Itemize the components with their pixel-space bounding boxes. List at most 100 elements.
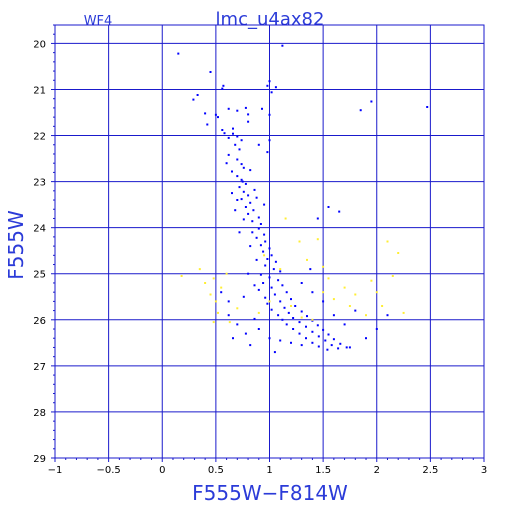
data-point (231, 170, 233, 173)
data-point (300, 316, 303, 319)
data-point (300, 310, 303, 313)
data-point (236, 307, 239, 310)
data-point (253, 317, 256, 320)
data-point (332, 338, 335, 341)
y-tick-label: 28 (33, 408, 46, 419)
data-point (332, 298, 335, 301)
data-point (247, 272, 250, 275)
data-point (268, 247, 271, 250)
data-point (279, 270, 282, 273)
data-point (264, 240, 267, 243)
data-point (279, 268, 282, 271)
data-point (222, 84, 225, 87)
data-point (209, 71, 212, 73)
data-point (244, 106, 247, 109)
data-point (305, 337, 307, 340)
data-point (270, 308, 273, 311)
data-point (236, 323, 239, 326)
y-tick-label: 22 (33, 132, 46, 143)
data-point (274, 260, 277, 263)
data-point (236, 135, 239, 138)
chart-subtitle: WF4 (84, 14, 113, 29)
y-tick-labels: 20 21 22 23 24 25 26 27 28 29 (33, 39, 46, 465)
data-point (285, 323, 288, 326)
data-point (232, 132, 234, 135)
data-point (311, 291, 314, 294)
data-point (180, 275, 183, 277)
y-tick-label: 26 (33, 316, 46, 327)
data-point (259, 223, 262, 225)
data-point (259, 244, 262, 247)
data-point (257, 328, 260, 330)
data-point (249, 201, 252, 204)
data-point (238, 231, 241, 234)
data-point (247, 212, 250, 215)
data-point (370, 100, 373, 103)
x-tick-label: 1 (266, 465, 272, 476)
data-point (249, 344, 252, 347)
y-tick-label: 23 (33, 178, 46, 189)
data-point (354, 293, 357, 296)
data-point (322, 328, 325, 331)
data-point (272, 268, 275, 271)
y-tick-label: 29 (33, 454, 46, 465)
data-point (227, 314, 230, 317)
data-point (231, 192, 233, 195)
data-point (227, 153, 230, 156)
x-axis-label: F555W−F814W (192, 481, 348, 505)
data-point (292, 328, 295, 330)
data-point (327, 277, 330, 280)
data-point (279, 339, 282, 342)
data-point (238, 148, 241, 151)
data-point (322, 291, 325, 294)
data-point (270, 286, 273, 289)
data-point (343, 286, 346, 289)
data-point (206, 123, 209, 126)
data-point (242, 166, 245, 169)
data-point (198, 268, 201, 271)
data-point (338, 210, 341, 213)
y-tick-label: 21 (33, 85, 46, 96)
data-point (266, 151, 269, 154)
data-point (273, 351, 276, 354)
data-point (290, 305, 292, 307)
data-point (257, 143, 260, 146)
data-point (359, 109, 362, 112)
x-tick-label: 2.5 (422, 465, 438, 476)
data-point (240, 178, 243, 181)
data-point (345, 346, 348, 349)
data-point (330, 344, 333, 347)
data-point (217, 311, 219, 314)
data-point (298, 321, 301, 324)
data-point (306, 258, 308, 261)
x-tick-label: 1.5 (315, 465, 331, 476)
data-point (375, 291, 378, 294)
data-point (236, 175, 239, 178)
data-point (255, 196, 258, 199)
data-point (270, 91, 273, 94)
data-point (247, 194, 250, 197)
data-point (220, 286, 223, 289)
data-point (270, 254, 273, 257)
data-point (255, 258, 258, 261)
data-point (244, 182, 247, 185)
data-point (284, 217, 287, 220)
tick-marks (51, 24, 485, 462)
data-point (332, 314, 335, 317)
data-point (311, 318, 314, 321)
data-point (221, 129, 224, 131)
y-tick-label: 20 (33, 39, 46, 50)
data-point (263, 203, 266, 206)
data-point (209, 293, 212, 296)
data-point (274, 86, 277, 89)
data-point (277, 279, 280, 282)
data-point (386, 240, 389, 243)
x-tick-label: 0 (159, 465, 165, 476)
data-point (234, 209, 237, 212)
data-point (298, 240, 301, 243)
data-point (220, 291, 223, 294)
data-point (281, 44, 284, 47)
data-point (236, 109, 239, 112)
plot-frame (54, 24, 485, 459)
